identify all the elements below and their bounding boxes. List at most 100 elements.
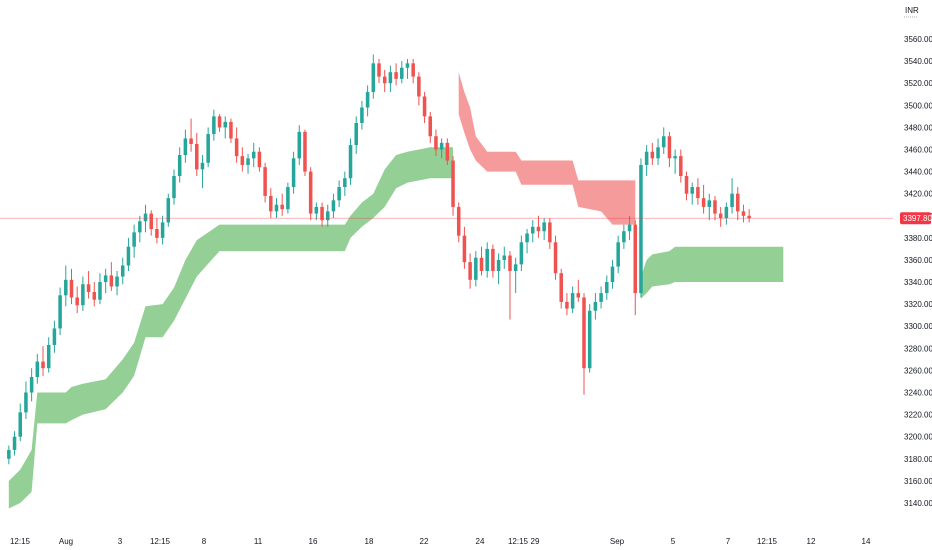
candle-body xyxy=(747,215,751,219)
time-tick-label: Aug xyxy=(59,537,73,546)
candle-body xyxy=(411,63,415,77)
candle-body xyxy=(223,121,228,128)
zone-layer xyxy=(8,72,784,509)
time-tick-label: 29 xyxy=(531,537,540,546)
time-tick-label: 11 xyxy=(254,537,263,546)
candle-body xyxy=(81,284,85,306)
candle-body xyxy=(525,233,529,243)
candle-body xyxy=(570,293,575,309)
candle-body xyxy=(7,449,11,459)
candle-body xyxy=(582,297,586,369)
time-axis[interactable]: 12:15 Aug 3 12:15 8 11 16 18 22 24 12:15 29 Sep 5 7 12:… xyxy=(10,537,871,546)
candle-body xyxy=(382,76,387,84)
candle-body xyxy=(439,142,444,150)
candle-body xyxy=(217,116,222,128)
candle-body xyxy=(314,206,319,214)
candle-body xyxy=(291,158,296,188)
candle-layer xyxy=(7,54,751,465)
time-tick-label: 7 xyxy=(726,537,731,546)
price-tick-label: 3520.00 xyxy=(904,79,932,88)
candle-body xyxy=(639,164,643,294)
candle-body xyxy=(377,63,381,77)
candle-body xyxy=(115,276,119,287)
candle-body xyxy=(679,156,683,177)
current-price-label: 3397.80 xyxy=(903,214,932,223)
candle-body xyxy=(696,187,700,199)
price-tick-label: 3300.00 xyxy=(904,322,932,331)
candle-body xyxy=(41,361,45,369)
candle-body xyxy=(394,72,398,79)
candle-body xyxy=(559,273,563,302)
candle-body xyxy=(365,92,370,108)
price-tick-label: 3180.00 xyxy=(904,455,932,464)
time-tick-label: 24 xyxy=(476,537,485,546)
currency-label[interactable]: INR xyxy=(905,6,919,15)
candle-body xyxy=(741,211,746,216)
candle-body xyxy=(496,259,501,271)
candle-body xyxy=(513,264,518,271)
candle-body xyxy=(86,284,91,292)
candle-body xyxy=(576,293,581,298)
price-tick-label: 3200.00 xyxy=(904,433,932,442)
candle-body xyxy=(138,221,142,233)
candle-body xyxy=(599,293,603,302)
price-tick-label: 3280.00 xyxy=(904,344,932,353)
price-tick-label: 3140.00 xyxy=(904,499,932,508)
candle-body xyxy=(451,160,455,207)
time-tick-label: 14 xyxy=(862,537,871,546)
time-tick-label: 12:15 xyxy=(150,537,171,546)
price-tick-label: 3500.00 xyxy=(904,101,932,110)
price-axis[interactable]: 3560.00 3540.00 3520.00 3500.00 3480.00 3460.… xyxy=(904,35,932,508)
candle-body xyxy=(35,361,40,378)
time-tick-label: 18 xyxy=(365,537,374,546)
candle-body xyxy=(644,151,649,165)
candle-body xyxy=(735,193,740,212)
candle-body xyxy=(519,242,524,265)
candle-body xyxy=(229,121,233,139)
candle-body xyxy=(120,265,125,277)
candle-body xyxy=(297,131,302,159)
candle-body xyxy=(650,151,655,159)
candle-body xyxy=(12,436,17,450)
candle-body xyxy=(46,345,51,369)
candle-body xyxy=(656,147,660,159)
candle-body xyxy=(605,282,609,294)
candle-body xyxy=(274,204,279,212)
candle-body xyxy=(195,143,199,170)
candle-body xyxy=(343,178,347,188)
candle-body xyxy=(536,226,541,232)
candle-body xyxy=(616,242,620,267)
time-tick-label: 12:15 xyxy=(757,537,778,546)
candle-body xyxy=(331,200,336,212)
candle-body xyxy=(308,171,313,214)
candle-body xyxy=(428,116,433,137)
time-tick-label: 16 xyxy=(309,537,318,546)
time-tick-label: 12:15 xyxy=(508,537,529,546)
candle-body xyxy=(565,301,569,309)
candle-body xyxy=(701,198,706,207)
price-tick-label: 3480.00 xyxy=(904,123,932,132)
time-tick-label: 8 xyxy=(202,537,207,546)
candle-body xyxy=(548,222,552,243)
candle-body xyxy=(109,275,114,287)
candle-body xyxy=(103,275,108,283)
candle-body xyxy=(24,392,28,413)
candle-body xyxy=(200,162,205,170)
time-tick-label: 12:15 xyxy=(10,537,31,546)
candle-body xyxy=(206,134,210,163)
current-price-badge: 3397.80 xyxy=(900,212,932,225)
price-tick-label: 3360.00 xyxy=(904,256,932,265)
time-tick-label: Sep xyxy=(610,537,625,546)
candle-body xyxy=(417,76,421,97)
candle-body xyxy=(542,222,546,232)
candle-body xyxy=(320,206,324,221)
candle-body xyxy=(337,187,341,201)
price-tick-label: 3460.00 xyxy=(904,146,932,155)
candle-body xyxy=(462,235,467,263)
candle-body xyxy=(445,142,450,161)
candle-body xyxy=(422,96,427,117)
resistance-zone xyxy=(458,72,636,225)
price-tick-label: 3560.00 xyxy=(904,35,932,44)
